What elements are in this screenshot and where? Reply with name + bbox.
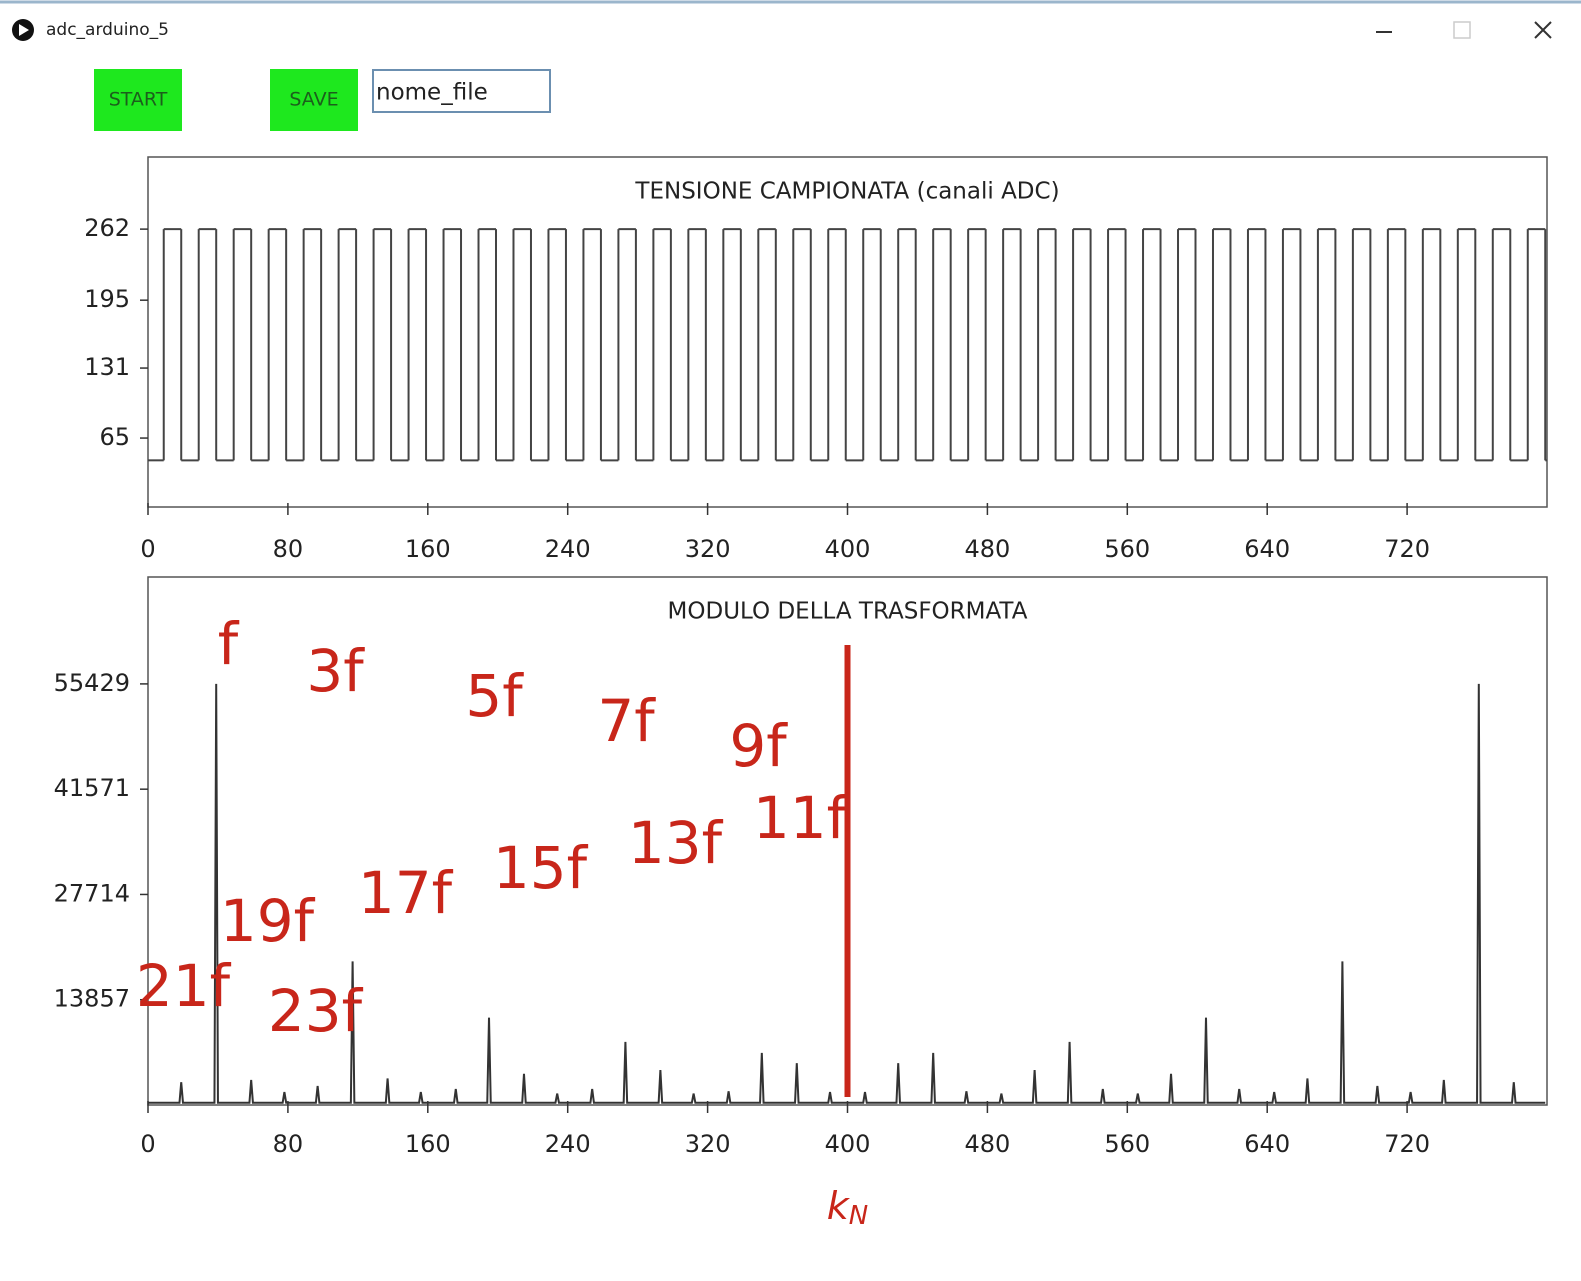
start-button[interactable] bbox=[94, 69, 182, 131]
filename-input-text[interactable]: nome_file bbox=[376, 80, 488, 106]
y-tick-label: 131 bbox=[84, 353, 130, 381]
x-tick-label: 640 bbox=[1244, 1130, 1290, 1158]
x-tick-label: 0 bbox=[140, 535, 155, 563]
x-tick-label: 400 bbox=[825, 535, 871, 563]
y-tick-label: 195 bbox=[84, 285, 130, 313]
y-tick-label: 13857 bbox=[54, 985, 130, 1013]
x-tick-label: 80 bbox=[273, 535, 304, 563]
harmonic-label: 11f bbox=[753, 784, 849, 852]
window-title: adc_arduino_5 bbox=[46, 20, 169, 40]
x-tick-label: 720 bbox=[1384, 535, 1430, 563]
y-tick-label: 55429 bbox=[54, 669, 130, 697]
harmonic-label: f bbox=[218, 610, 240, 678]
y-tick-label: 262 bbox=[84, 214, 130, 242]
app-icon-play bbox=[19, 24, 29, 36]
harmonic-label: 17f bbox=[358, 859, 454, 927]
harmonic-label: 15f bbox=[493, 834, 589, 902]
harmonic-label: 23f bbox=[268, 977, 364, 1045]
y-tick-label: 65 bbox=[99, 423, 130, 451]
save-button-label[interactable]: SAVE bbox=[289, 89, 338, 111]
harmonic-label: 19f bbox=[220, 887, 316, 955]
nyquist-label: kN bbox=[827, 1184, 868, 1231]
nyquist-label-base: k bbox=[827, 1184, 851, 1228]
maximize-button[interactable] bbox=[1453, 21, 1471, 39]
harmonic-label: 21f bbox=[136, 952, 232, 1020]
harmonic-label: 9f bbox=[729, 712, 788, 780]
x-tick-label: 160 bbox=[405, 1130, 451, 1158]
x-tick-label: 160 bbox=[405, 535, 451, 563]
filename-input[interactable] bbox=[372, 69, 551, 113]
start-button-label[interactable]: START bbox=[109, 89, 168, 111]
x-tick-label: 720 bbox=[1384, 1130, 1430, 1158]
chart-title: TENSIONE CAMPIONATA (canali ADC) bbox=[634, 179, 1059, 205]
spectrum-line bbox=[148, 683, 1546, 1104]
x-tick-label: 480 bbox=[964, 535, 1010, 563]
x-tick-label: 320 bbox=[685, 1130, 731, 1158]
harmonic-label: 13f bbox=[628, 809, 724, 877]
x-tick-label: 560 bbox=[1104, 1130, 1150, 1158]
x-tick-label: 80 bbox=[273, 1130, 304, 1158]
x-tick-label: 480 bbox=[964, 1130, 1010, 1158]
x-tick-label: 320 bbox=[685, 535, 731, 563]
harmonic-label: 7f bbox=[597, 687, 656, 755]
annotations: f 3f 5f 7f 9f 11f 13f 15f 17f 19f 21f 23… bbox=[136, 610, 849, 1045]
x-tick-label: 560 bbox=[1104, 535, 1150, 563]
y-tick-label: 27714 bbox=[54, 879, 130, 907]
x-tick-label: 640 bbox=[1244, 535, 1290, 563]
save-button[interactable] bbox=[270, 69, 358, 131]
chart-title: MODULO DELLA TRASFORMATA bbox=[668, 599, 1028, 625]
harmonic-label: 5f bbox=[465, 662, 524, 730]
plot-frame bbox=[147, 156, 1548, 508]
y-tick-label: 41571 bbox=[54, 774, 130, 802]
nyquist-label-sub: N bbox=[849, 1201, 868, 1231]
x-tick-label: 240 bbox=[545, 535, 591, 563]
x-tick-label: 400 bbox=[825, 1130, 871, 1158]
harmonic-label: 3f bbox=[306, 637, 365, 705]
x-tick-label: 0 bbox=[140, 1130, 155, 1158]
close-button[interactable] bbox=[1534, 21, 1552, 39]
x-tick-label: 240 bbox=[545, 1130, 591, 1158]
